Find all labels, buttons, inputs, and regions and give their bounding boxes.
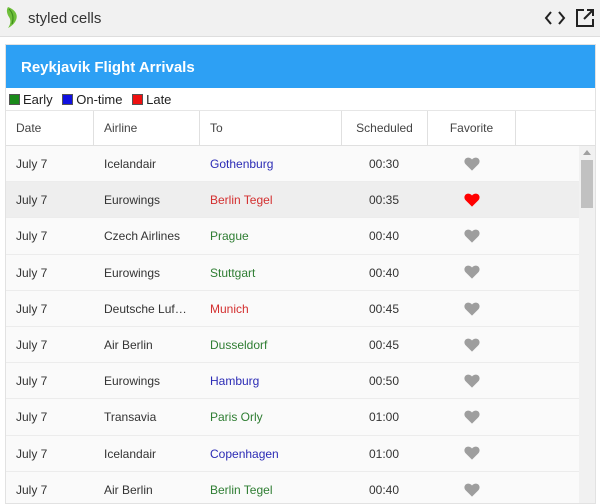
heart-icon[interactable]	[463, 264, 481, 280]
cell-favorite[interactable]	[428, 182, 516, 218]
heart-icon[interactable]	[463, 445, 481, 461]
cell-date[interactable]: July 7	[16, 374, 48, 389]
legend-late: Late	[132, 92, 171, 107]
cell-scheduled[interactable]: 00:45	[368, 301, 400, 316]
table-row[interactable]: July 7 Deutsche Luft… Munich 00:45	[6, 290, 579, 327]
vertical-scrollbar[interactable]	[579, 146, 595, 503]
cell-destination[interactable]: Berlin Tegel	[210, 482, 273, 497]
app-title: styled cells	[28, 10, 102, 27]
heart-icon[interactable]	[463, 373, 481, 389]
cell-date[interactable]: July 7	[16, 157, 48, 171]
table-row[interactable]: July 7 Czech Airlines Prague 00:40	[6, 218, 579, 255]
cell-airline[interactable]: Air Berlin	[104, 482, 153, 497]
legend-label-ontime: On-time	[76, 92, 123, 107]
cell-airline[interactable]: Icelandair	[104, 446, 157, 461]
cell-scheduled[interactable]: 00:50	[368, 374, 400, 389]
cell-date[interactable]: July 7	[16, 229, 48, 244]
cell-scheduled[interactable]: 00:35	[368, 193, 400, 208]
cell-scheduled[interactable]: 01:00	[368, 446, 400, 461]
legend-label-early: Early	[23, 92, 53, 107]
table-row[interactable]: July 7 Air Berlin Dusseldorf 00:45	[6, 326, 579, 364]
cell-date[interactable]: July 7	[16, 337, 48, 352]
cell-destination[interactable]: Prague	[210, 229, 249, 244]
code-icon[interactable]	[544, 9, 566, 27]
table-row[interactable]: July 7 Icelandair Copenhagen 01:00	[6, 435, 579, 472]
column-header-favorite[interactable]: Favorite	[428, 111, 516, 146]
heart-icon[interactable]	[463, 409, 481, 425]
cell-destination[interactable]: Munich	[210, 301, 249, 316]
cell-destination[interactable]: Copenhagen	[210, 446, 279, 461]
cell-scheduled[interactable]: 00:45	[368, 337, 400, 352]
heart-icon[interactable]	[463, 482, 481, 498]
flight-grid: Reykjavik Flight Arrivals Early On-time …	[5, 44, 596, 504]
cell-favorite[interactable]	[428, 436, 516, 472]
cell-airline[interactable]: Eurowings	[104, 193, 161, 208]
table-row[interactable]: July 7 Eurowings Berlin Tegel 00:35	[6, 182, 579, 219]
cell-favorite[interactable]	[428, 146, 516, 182]
table-row[interactable]: July 7 Transavia Paris Orly 01:00	[6, 399, 579, 436]
cell-favorite[interactable]	[428, 327, 516, 363]
cell-airline[interactable]: Icelandair	[104, 157, 157, 171]
heart-icon[interactable]	[463, 156, 481, 172]
legend-ontime: On-time	[62, 92, 122, 107]
cell-scheduled[interactable]: 00:40	[368, 265, 400, 280]
cell-destination[interactable]: Stuttgart	[210, 265, 256, 280]
cell-favorite[interactable]	[428, 472, 516, 503]
cell-favorite[interactable]	[428, 399, 516, 435]
cell-favorite[interactable]	[428, 255, 516, 291]
cell-date[interactable]: July 7	[16, 193, 48, 208]
app-toolbar: styled cells	[0, 0, 600, 37]
cell-favorite[interactable]	[428, 291, 516, 327]
legend-swatch-late	[132, 94, 144, 105]
cell-destination[interactable]: Dusseldorf	[210, 337, 268, 352]
leaf-logo-icon	[6, 7, 17, 28]
table-row[interactable]: July 7 Eurowings Hamburg 00:50	[6, 363, 579, 400]
table-row[interactable]: July 7 Air Berlin Berlin Tegel 00:40	[6, 471, 579, 503]
heart-icon[interactable]	[463, 192, 481, 208]
grid-title: Reykjavik Flight Arrivals	[6, 45, 595, 88]
legend-early: Early	[9, 92, 53, 107]
legend-swatch-ontime	[62, 94, 74, 105]
cell-airline[interactable]: Eurowings	[104, 265, 161, 280]
column-header-date[interactable]: Date	[6, 111, 94, 146]
external-link-icon[interactable]	[575, 8, 595, 28]
cell-date[interactable]: July 7	[16, 446, 48, 461]
column-header-scheduled[interactable]: Scheduled	[342, 111, 428, 146]
legend-label-late: Late	[146, 92, 172, 107]
cell-destination[interactable]: Paris Orly	[210, 410, 263, 425]
cell-date[interactable]: July 7	[16, 265, 48, 280]
legend-swatch-early	[9, 94, 20, 105]
table-row[interactable]: July 7 Eurowings Stuttgart 00:40	[6, 254, 579, 291]
cell-date[interactable]: July 7	[16, 301, 48, 316]
scroll-up-arrow-icon[interactable]	[583, 150, 591, 155]
cell-airline[interactable]: Czech Airlines	[104, 229, 181, 244]
cell-destination[interactable]: Berlin Tegel	[210, 193, 273, 208]
heart-icon[interactable]	[463, 301, 481, 317]
column-header-to[interactable]: To	[200, 111, 342, 146]
cell-airline[interactable]: Eurowings	[104, 374, 161, 389]
cell-date[interactable]: July 7	[16, 410, 48, 425]
cell-date[interactable]: July 7	[16, 482, 48, 497]
cell-scheduled[interactable]: 00:40	[368, 482, 400, 497]
cell-scheduled[interactable]: 00:30	[368, 157, 400, 171]
cell-destination[interactable]: Gothenburg	[210, 157, 274, 171]
grid-body: July 7 Icelandair Gothenburg 00:30 July 7 Eur…	[6, 146, 579, 503]
cell-destination[interactable]: Hamburg	[210, 374, 260, 389]
column-header-row: Date Airline To Scheduled Favorite	[6, 110, 595, 146]
cell-favorite[interactable]	[428, 363, 516, 399]
heart-icon[interactable]	[463, 337, 481, 353]
cell-airline[interactable]: Air Berlin	[104, 337, 153, 352]
scrollbar-thumb[interactable]	[581, 160, 593, 208]
table-row[interactable]: July 7 Icelandair Gothenburg 00:30	[6, 146, 579, 183]
column-header-airline[interactable]: Airline	[94, 111, 200, 146]
cell-airline[interactable]: Deutsche Luft…	[104, 301, 190, 316]
cell-favorite[interactable]	[428, 218, 516, 254]
cell-scheduled[interactable]: 00:40	[368, 229, 400, 244]
heart-icon[interactable]	[463, 228, 481, 244]
cell-scheduled[interactable]: 01:00	[368, 410, 400, 425]
status-legend: Early On-time Late	[6, 88, 595, 110]
cell-airline[interactable]: Transavia	[104, 410, 157, 425]
